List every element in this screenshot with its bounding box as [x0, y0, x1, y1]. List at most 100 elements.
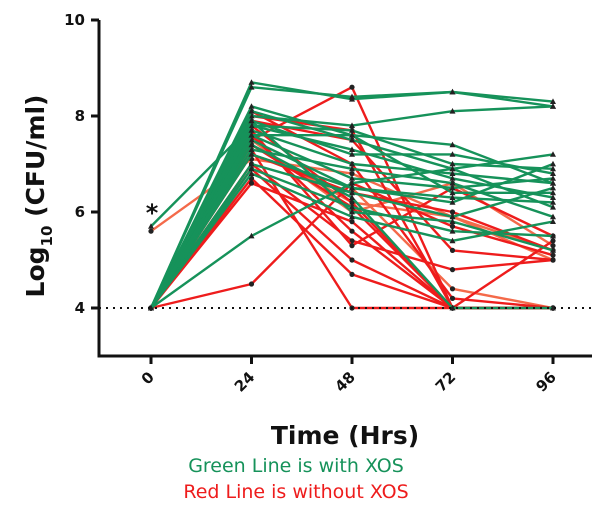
- data-point: [550, 184, 556, 191]
- x-tick-label: 24: [231, 368, 258, 395]
- data-point: [349, 219, 355, 225]
- data-point: [449, 199, 456, 205]
- data-point: [248, 146, 255, 152]
- data-point: [449, 209, 456, 215]
- x-axis-title: Time (Hrs): [271, 421, 419, 450]
- data-point: [449, 160, 456, 167]
- data-point: [248, 112, 255, 119]
- data-point: [550, 160, 556, 167]
- data-point: [550, 243, 556, 249]
- data-point: [550, 218, 556, 224]
- data-point: [449, 267, 456, 273]
- data-point: [449, 165, 456, 172]
- data-point: [248, 170, 255, 176]
- data-point: [248, 180, 255, 186]
- data-point: [349, 257, 355, 263]
- data-point: [550, 232, 556, 239]
- data-point: [349, 127, 355, 133]
- data-point: [449, 213, 456, 220]
- data-point: [550, 213, 556, 220]
- data-point: [349, 136, 355, 143]
- data-point: [449, 228, 456, 234]
- data-point: [248, 160, 255, 167]
- data-point: [449, 141, 456, 148]
- data-point: [349, 184, 355, 191]
- data-point: [550, 252, 556, 258]
- data-point: [550, 194, 556, 200]
- data-point: [248, 127, 255, 133]
- x-ticks: 0 24 48 72 96: [138, 356, 560, 396]
- y-axis-title: Log10 (CFU/ml): [21, 95, 56, 298]
- data-point: [550, 199, 556, 205]
- data-point: [248, 79, 255, 85]
- data-point: [349, 194, 355, 200]
- data-point: [148, 223, 154, 229]
- data-point: [349, 271, 355, 277]
- data-point: [550, 238, 556, 244]
- data-point: [449, 286, 456, 292]
- data-point: [349, 180, 355, 186]
- data-point: [349, 204, 355, 210]
- data-point: [449, 189, 456, 196]
- data-point: [349, 189, 355, 196]
- data-point: [148, 228, 154, 234]
- note-red-no-xos: Red Line is without XOS: [183, 481, 409, 503]
- data-point: [449, 151, 456, 157]
- data-point: [349, 122, 355, 128]
- y-tick-label: 8: [75, 107, 85, 125]
- data-point: [248, 136, 255, 143]
- data-point: [349, 243, 355, 249]
- data-point: [248, 84, 255, 90]
- data-point: [550, 103, 556, 109]
- data-point: [449, 194, 456, 200]
- data-point: [550, 247, 556, 253]
- data-point: [248, 165, 255, 172]
- y-tick-label: 10: [64, 11, 85, 29]
- data-point: [550, 151, 556, 157]
- data-point: [550, 180, 556, 186]
- data-point: [248, 281, 255, 287]
- x-tick-label: 48: [331, 368, 358, 395]
- data-point: [248, 132, 255, 138]
- note-green-xos: Green Line is with XOS: [188, 455, 404, 477]
- data-point: [349, 146, 355, 152]
- data-point: [449, 223, 456, 229]
- data-point: [449, 108, 456, 114]
- data-point: [349, 93, 355, 100]
- data-point: [449, 237, 456, 244]
- data-point: [349, 84, 355, 90]
- data-point: [349, 228, 355, 234]
- data-point: [248, 151, 255, 157]
- series-layer: [148, 79, 556, 311]
- data-point: [349, 213, 355, 220]
- data-point: [550, 257, 556, 263]
- data-point: [349, 151, 355, 157]
- y-axis-title-tail: (CFU/ml): [21, 95, 50, 226]
- data-point: [449, 175, 456, 181]
- data-point: [449, 180, 456, 186]
- data-point: [349, 132, 355, 138]
- data-point: [349, 238, 355, 244]
- data-point: [449, 170, 456, 176]
- significance-annotation: *: [146, 199, 159, 227]
- data-point: [349, 208, 355, 215]
- data-point: [550, 165, 556, 172]
- data-point: [349, 199, 355, 205]
- x-tick-label: 96: [532, 368, 559, 395]
- data-point: [349, 160, 355, 167]
- data-point: [550, 175, 556, 181]
- data-point: [449, 295, 456, 301]
- data-point: [248, 117, 255, 124]
- data-point: [550, 189, 556, 196]
- y-axis-title-subscript: 10: [38, 226, 56, 247]
- data-point: [248, 122, 255, 128]
- data-point: [248, 141, 255, 148]
- series-green-18: [148, 108, 556, 311]
- y-axis-title-main: Log: [21, 246, 50, 297]
- x-tick-label: 72: [432, 368, 459, 395]
- series-green-19: [148, 132, 556, 311]
- data-point: [449, 247, 456, 253]
- data-point: [349, 171, 355, 177]
- data-point: [349, 175, 355, 181]
